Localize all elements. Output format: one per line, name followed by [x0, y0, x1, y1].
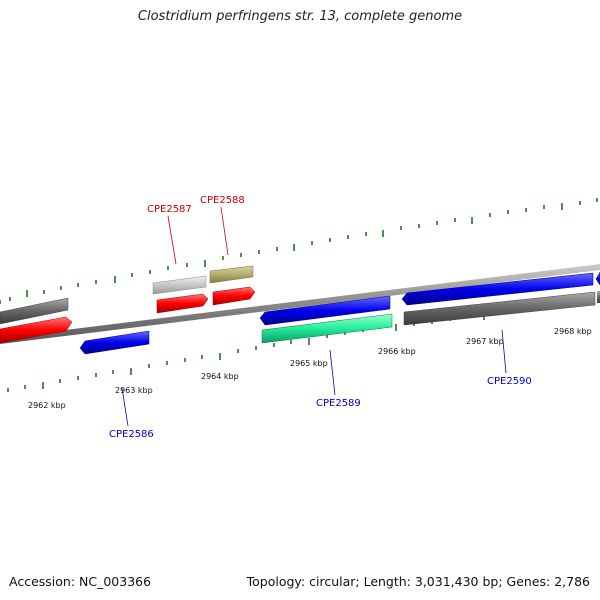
genome-backbone: [0, 264, 600, 344]
tick-label-2963: 2963 kbp: [115, 386, 153, 395]
gene-gray-edge[interactable]: [597, 291, 600, 303]
gene-label-cpe2587[interactable]: CPE2587: [147, 204, 192, 215]
gene-label-cpe2588[interactable]: CPE2588: [200, 195, 245, 206]
tick-label-2965: 2965 kbp: [290, 359, 328, 368]
outer-tick-ruler: [0, 198, 598, 304]
tick-label-2962: 2962 kbp: [28, 401, 66, 410]
gene-blue-edge[interactable]: [595, 271, 600, 286]
gene-cpe2588[interactable]: [212, 286, 256, 306]
gene-gray-left[interactable]: [0, 297, 69, 325]
gene-cpe2590[interactable]: [401, 272, 594, 306]
gene-features: [0, 265, 600, 355]
tick-label-2966: 2966 kbp: [378, 347, 416, 356]
gene-label-cpe2586[interactable]: CPE2586: [109, 429, 154, 440]
tick-labels: 2962 kbp 2963 kbp 2964 kbp 2965 kbp 2966…: [28, 327, 592, 410]
gene-cpe2587[interactable]: [156, 293, 209, 314]
gene-label-cpe2590[interactable]: CPE2590: [487, 376, 532, 387]
gene-gray-right[interactable]: [403, 291, 596, 326]
genome-summary-text: Topology: circular; Length: 3,031,430 bp…: [246, 574, 590, 589]
map-title: Clostridium perfringens str. 13, complet…: [137, 9, 463, 24]
gene-cpe2589-teal[interactable]: [261, 313, 393, 344]
gene-cpe2588-olive[interactable]: [209, 265, 254, 284]
gene-cpe2586[interactable]: [79, 330, 150, 355]
gene-red-left[interactable]: [0, 316, 73, 344]
tick-label-2964: 2964 kbp: [201, 372, 239, 381]
gene-leader-lines: [121, 206, 507, 427]
gene-cpe2587-light[interactable]: [152, 275, 207, 295]
tick-label-2967: 2967 kbp: [466, 337, 504, 346]
accession-text: Accession: NC_003366: [9, 574, 152, 589]
gene-cpe2589[interactable]: [259, 295, 391, 326]
gene-label-cpe2589[interactable]: CPE2589: [316, 398, 361, 409]
gene-labels: CPE2587 CPE2588 CPE2586 CPE2589 CPE2590: [109, 195, 532, 440]
tick-label-2968: 2968 kbp: [554, 327, 592, 336]
